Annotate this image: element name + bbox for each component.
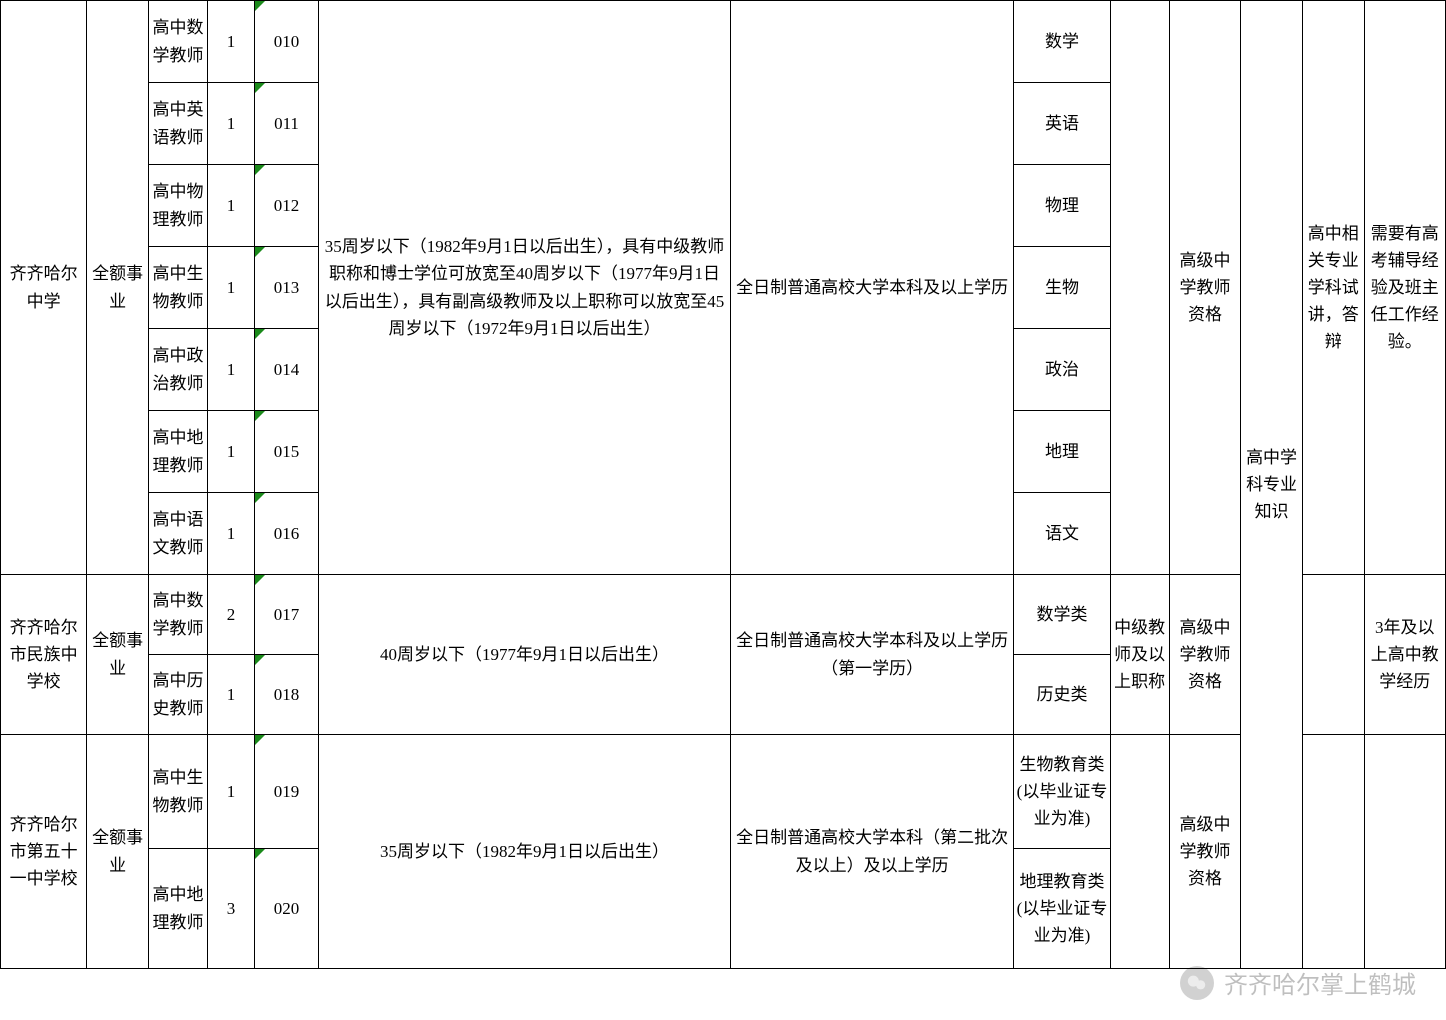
count: 1 (208, 165, 255, 247)
recruitment-table: 齐齐哈尔中学全额事业高中数学教师101035周岁以下（1982年9月1日以后出生… (0, 0, 1446, 969)
title-requirement: 中级教师及以上职称 (1110, 575, 1169, 735)
post-code: 017 (254, 575, 318, 655)
position: 高中地理教师 (148, 411, 207, 493)
age-requirement: 35周岁以下（1982年9月1日以后出生） (319, 735, 731, 969)
note (1364, 735, 1445, 969)
count: 1 (208, 411, 255, 493)
major: 语文 (1014, 493, 1110, 575)
major: 数学类 (1014, 575, 1110, 655)
unit-type: 全额事业 (87, 1, 149, 575)
school-name: 齐齐哈尔中学 (1, 1, 87, 575)
exam-subject: 高中学科专业知识 (1241, 1, 1303, 969)
watermark: 齐齐哈尔掌上鹤城 (1180, 965, 1416, 1000)
note: 3年及以上高中教学经历 (1364, 575, 1445, 735)
major: 物理 (1014, 165, 1110, 247)
education-requirement: 全日制普通高校大学本科（第二批次及以上）及以上学历 (730, 735, 1014, 969)
post-code: 011 (254, 83, 318, 165)
education-requirement: 全日制普通高校大学本科及以上学历（第一学历） (730, 575, 1014, 735)
unit-type: 全额事业 (87, 575, 149, 735)
post-code: 013 (254, 247, 318, 329)
post-code: 012 (254, 165, 318, 247)
certificate: 高级中学教师资格 (1169, 735, 1241, 969)
position: 高中语文教师 (148, 493, 207, 575)
education-requirement: 全日制普通高校大学本科及以上学历 (730, 1, 1014, 575)
position: 高中政治教师 (148, 329, 207, 411)
note: 需要有高考辅导经验及班主任工作经验。 (1364, 1, 1445, 575)
age-requirement: 40周岁以下（1977年9月1日以后出生） (319, 575, 731, 735)
position: 高中数学教师 (148, 1, 207, 83)
count: 2 (208, 575, 255, 655)
age-requirement: 35周岁以下（1982年9月1日以后出生），具有中级教师职称和博士学位可放宽至4… (319, 1, 731, 575)
post-code: 015 (254, 411, 318, 493)
major: 生物 (1014, 247, 1110, 329)
major: 地理教育类(以毕业证专业为准) (1014, 849, 1110, 969)
interview (1302, 735, 1364, 969)
watermark-text: 齐齐哈尔掌上鹤城 (1224, 965, 1416, 1000)
count: 1 (208, 247, 255, 329)
school-name: 齐齐哈尔市民族中学校 (1, 575, 87, 735)
interview: 高中相关专业学科试讲，答辩 (1302, 1, 1364, 575)
position: 高中生物教师 (148, 735, 207, 849)
major: 英语 (1014, 83, 1110, 165)
position: 高中数学教师 (148, 575, 207, 655)
school-name: 齐齐哈尔市第五十一中学校 (1, 735, 87, 969)
major: 政治 (1014, 329, 1110, 411)
major: 历史类 (1014, 655, 1110, 735)
post-code: 016 (254, 493, 318, 575)
position: 高中物理教师 (148, 165, 207, 247)
position: 高中生物教师 (148, 247, 207, 329)
count: 1 (208, 1, 255, 83)
post-code: 018 (254, 655, 318, 735)
post-code: 010 (254, 1, 318, 83)
post-code: 020 (254, 849, 318, 969)
count: 1 (208, 735, 255, 849)
post-code: 019 (254, 735, 318, 849)
certificate: 高级中学教师资格 (1169, 1, 1241, 575)
post-code: 014 (254, 329, 318, 411)
count: 1 (208, 83, 255, 165)
title-requirement (1110, 735, 1169, 969)
major: 数学 (1014, 1, 1110, 83)
position: 高中英语教师 (148, 83, 207, 165)
count: 1 (208, 493, 255, 575)
count: 1 (208, 329, 255, 411)
position: 高中历史教师 (148, 655, 207, 735)
count: 1 (208, 655, 255, 735)
interview (1302, 575, 1364, 735)
title-requirement (1110, 1, 1169, 575)
unit-type: 全额事业 (87, 735, 149, 969)
certificate: 高级中学教师资格 (1169, 575, 1241, 735)
major: 地理 (1014, 411, 1110, 493)
position: 高中地理教师 (148, 849, 207, 969)
wechat-icon (1180, 966, 1214, 1000)
major: 生物教育类(以毕业证专业为准) (1014, 735, 1110, 849)
count: 3 (208, 849, 255, 969)
